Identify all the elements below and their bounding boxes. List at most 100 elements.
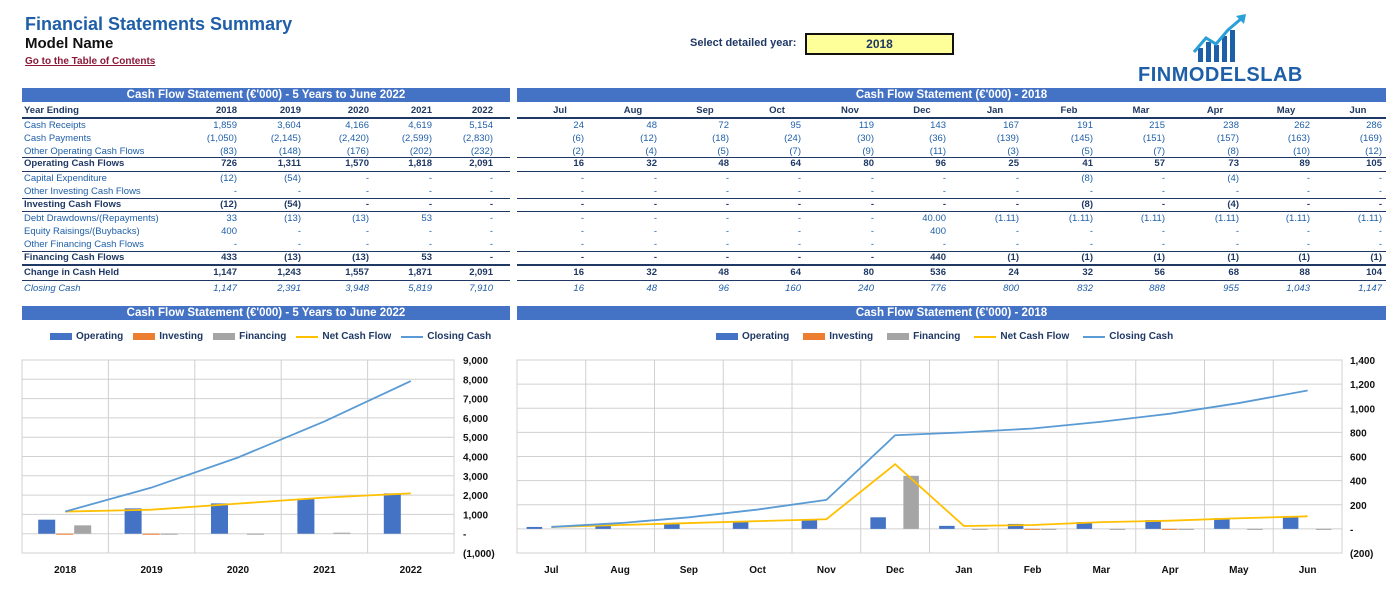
x-tick-label: Aug [610,565,629,576]
table-cell: - [489,226,493,237]
y-tick-label: (1,000) [463,549,495,560]
x-tick-label: Nov [817,565,836,576]
table-cell: 3,604 [277,120,301,131]
table-cell: (3) [1007,146,1019,157]
table-cell: - [580,173,584,184]
table-cell: (11) [929,146,946,157]
x-tick-label: 2019 [140,565,163,576]
table-cell: (4) [1227,173,1239,184]
table-cell: 1,311 [277,158,301,169]
table-cell: - [428,239,432,250]
annual-table-banner: Cash Flow Statement (€'000) - 5 Years to… [22,88,510,102]
monthly-chart-legend: Operating Investing Financing Net Cash F… [716,331,1187,342]
table-cell: - [1306,239,1310,250]
table-cell: - [428,186,432,197]
bar-financing [247,533,264,535]
month-header: Jun [1349,105,1367,116]
table-cell: (6) [572,133,584,144]
bar-operating [595,525,611,529]
table-cell: - [365,199,369,210]
y-tick-label: (200) [1350,549,1373,560]
table-cell: - [580,186,584,197]
row-label: Cash Payments [24,133,92,144]
table-cell: - [870,186,874,197]
table-cell: - [653,252,657,263]
table-cell: 1,557 [345,267,369,278]
table-cell: - [870,239,874,250]
table-cell: (2,599) [401,133,432,144]
table-cell: - [1378,186,1382,197]
table-cell: 400 [930,226,946,237]
table-cell: 32 [646,267,657,278]
table-cell: (1.11) [1285,213,1310,224]
table-cell: (2) [572,146,584,157]
table-cell: 400 [221,226,237,237]
x-tick-label: Jul [544,565,559,576]
header-underline [22,117,510,119]
table-cell: - [1235,186,1239,197]
table-cell: (13) [352,213,369,224]
selected-year-input[interactable]: 2018 [805,33,954,55]
table-cell: 5,819 [408,283,432,294]
table-cell: (1) [1153,252,1165,263]
table-cell: 119 [858,120,874,131]
table-cell: 2,391 [277,283,301,294]
table-cell: 536 [930,267,946,278]
month-header: Nov [841,105,859,116]
table-cell: 41 [1082,158,1093,169]
row-label: Operating Cash Flows [24,158,125,169]
table-cell: (1) [1007,252,1019,263]
x-tick-label: 2021 [313,565,336,576]
x-tick-label: 2020 [227,565,250,576]
table-cell: - [1015,186,1019,197]
bar-operating [124,508,142,534]
header-underline [517,117,1386,119]
bar-operating [1076,521,1093,529]
table-cell: - [797,226,801,237]
table-cell: (1) [1298,252,1310,263]
table-cell: - [1015,226,1019,237]
x-tick-label: Dec [886,565,905,576]
table-cell: - [797,239,801,250]
table-cell: - [233,239,237,250]
table-cell: (30) [857,133,874,144]
month-header: Jul [553,105,567,116]
table-cell: - [725,239,729,250]
table-of-contents-link[interactable]: Go to the Table of Contents [25,56,156,67]
table-cell: - [1161,186,1165,197]
y-tick-label: 1,000 [463,510,488,521]
table-cell: 48 [718,158,729,169]
bar-financing [160,533,178,535]
table-rule [517,157,1386,158]
table-cell: 64 [790,158,801,169]
monthly-chart-banner: Cash Flow Statement (€'000) - 2018 [517,306,1386,320]
annual-chart-legend: Operating Investing Financing Net Cash F… [50,331,501,342]
table-cell: - [1378,199,1382,210]
table-cell: - [580,199,584,210]
table-cell: (7) [1153,146,1165,157]
table-cell: 832 [1077,283,1093,294]
y-tick-label: 800 [1350,428,1367,439]
annual-cash-flow-chart: 9,000 8,000 7,000 6,000 5,000 4,000 3,000 2,000… [21,356,495,576]
table-cell: - [489,173,493,184]
month-header: Feb [1060,105,1078,116]
table-cell: (1) [1227,252,1239,263]
table-cell: - [1378,239,1382,250]
row-label: Debt Drawdowns/(Repayments) [24,213,159,224]
y-tick-label: 7,000 [463,395,488,406]
bar-operating [870,517,886,529]
table-cell: - [1161,173,1165,184]
table-cell: - [870,252,874,263]
legend-financing: Financing [887,331,960,342]
monthly-cash-flow-chart: 1,400 1,200 1,000 800 600 400 200 - (200) Jul Aug S… [516,356,1375,576]
table-cell: - [653,239,657,250]
year-header: 2021 [410,105,432,116]
table-cell: 440 [930,252,946,263]
table-cell: 57 [1154,158,1165,169]
table-cell: 5,154 [469,120,493,131]
table-cell: - [797,173,801,184]
row-label: Capital Expenditure [24,173,107,184]
line-closing-cash [64,380,412,513]
y-tick-label: 1,200 [1350,380,1375,391]
legend-financing: Financing [213,331,286,342]
